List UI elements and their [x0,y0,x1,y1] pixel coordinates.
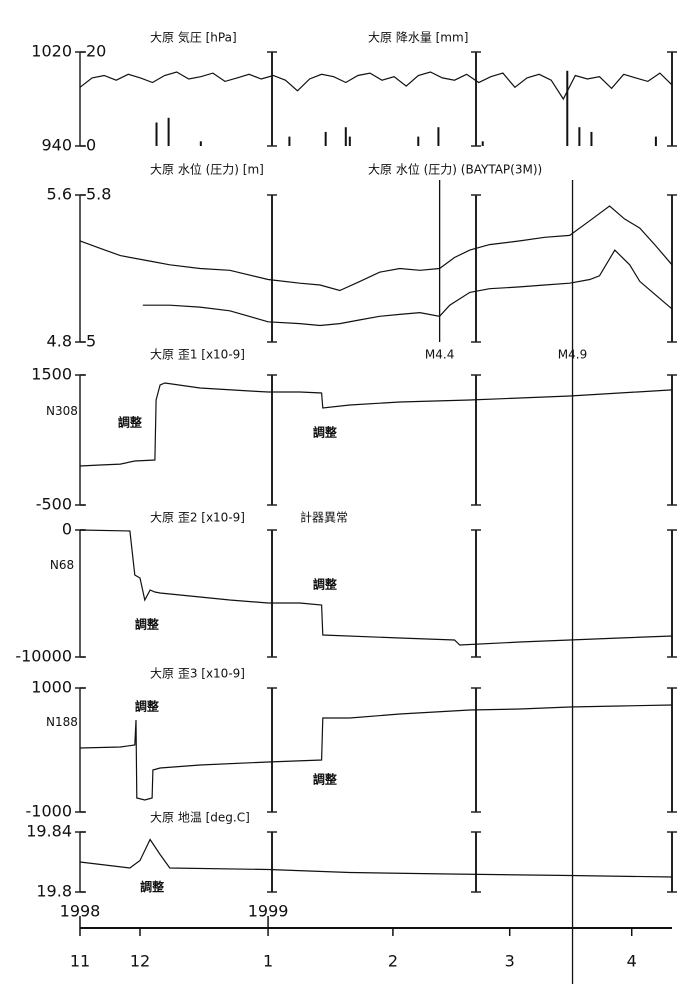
precip-bar [654,136,657,146]
y-tick-label: 19.84 [26,822,72,841]
y-tick-label: 940 [41,136,72,155]
precip-bar [348,136,351,146]
x-tick-label: 2 [388,952,398,971]
y-tick-label: 0 [62,520,72,539]
annotation: 調整 [313,772,337,787]
data-line [79,529,673,646]
annotation: 調整 [135,616,159,631]
precip-bar [437,127,440,146]
precip-bar [481,141,484,146]
precip-bar [590,131,593,146]
precip-bar [417,136,420,146]
annotation: 調整 [313,424,337,439]
annotation: 調整 [313,577,337,592]
panel-title: 大原 地温 [deg.C] [150,811,250,825]
y2-tick-label: 0 [86,136,96,155]
panel-title: 大原 歪1 [x10-9] [150,348,245,362]
y-tick-label: 5.6 [47,185,72,204]
annotation: 調整 [135,698,159,713]
precip-bar [324,131,327,146]
x-tick-label: 1 [263,952,273,971]
sensor-label: N308 [46,404,78,418]
data-line [79,838,673,878]
panel-title: 大原 降水量 [mm] [368,31,468,45]
y-tick-label: -500 [36,495,72,514]
y-tick-label: 1000 [31,678,72,697]
y2-tick-label: 5 [86,332,96,351]
annotation: 調整 [118,414,142,429]
y-tick-label: 1020 [31,42,72,61]
panel-title: 大原 歪3 [x10-9] [150,667,245,681]
y-tick-label: -10000 [15,647,72,666]
x-tick-label: 12 [130,952,150,971]
y2-tick-label: 20 [86,42,106,61]
sensor-label: N68 [50,558,74,572]
y-tick-label: 19.8 [36,882,72,901]
event-label: M4.9 [558,348,587,362]
precip-bar [288,136,291,146]
data-line [79,71,673,101]
precip-bar [199,141,202,146]
precip-bar [167,117,170,146]
x-tick-label: 4 [627,952,637,971]
event-label: M4.4 [425,348,454,362]
y2-tick-label: 5.8 [86,185,111,204]
y-tick-label: 1500 [31,365,72,384]
data-line [142,249,673,327]
panel-title: 大原 気圧 [hPa] [150,30,237,45]
panel-title: 大原 水位 (圧力) (BAYTAP(3M)) [368,162,542,177]
precip-bar [155,122,158,146]
year-label: 1999 [248,902,289,921]
x-tick-label: 3 [505,952,515,971]
y-tick-label: -1000 [26,802,73,821]
precip-bar [578,127,581,146]
data-line [79,205,673,292]
data-line [79,704,673,801]
x-tick-label: 11 [70,952,90,971]
panel-title: 計器異常 [300,510,348,525]
sensor-label: N188 [46,715,78,729]
y-tick-label: 4.8 [47,332,72,351]
year-label: 1998 [60,902,101,921]
panel-title: 大原 歪2 [x10-9] [150,511,245,525]
precip-bar [344,127,347,146]
annotation: 調整 [140,879,164,894]
precip-bar [566,70,569,146]
panel-title: 大原 水位 (圧力) [m] [150,162,264,177]
data-line [79,382,673,467]
